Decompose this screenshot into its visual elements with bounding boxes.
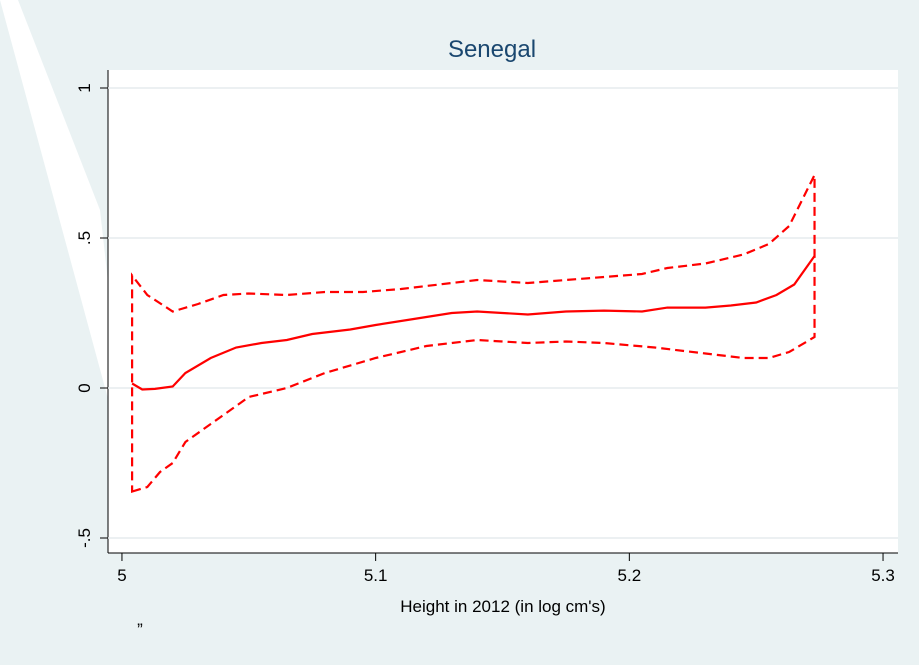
chart-title: Senegal: [448, 36, 536, 63]
x-tick-label: 5.1: [364, 566, 388, 585]
y-tick-label: .5: [75, 231, 94, 245]
y-tick-label: -.5: [75, 528, 94, 548]
estimate-line: [131, 255, 816, 391]
plot-area: [108, 70, 898, 553]
y-tick-label: 0: [75, 383, 94, 392]
x-tick-label: 5.2: [618, 566, 642, 585]
note: ”: [137, 620, 143, 639]
y-tick-label: 1: [75, 83, 94, 92]
x-tick-label: 5.3: [871, 566, 895, 585]
x-tick-label: 5: [117, 566, 126, 585]
artifact: [0, 0, 130, 480]
ci-line: [131, 174, 816, 493]
x-axis-label: Height in 2012 (in log cm's): [400, 597, 605, 616]
